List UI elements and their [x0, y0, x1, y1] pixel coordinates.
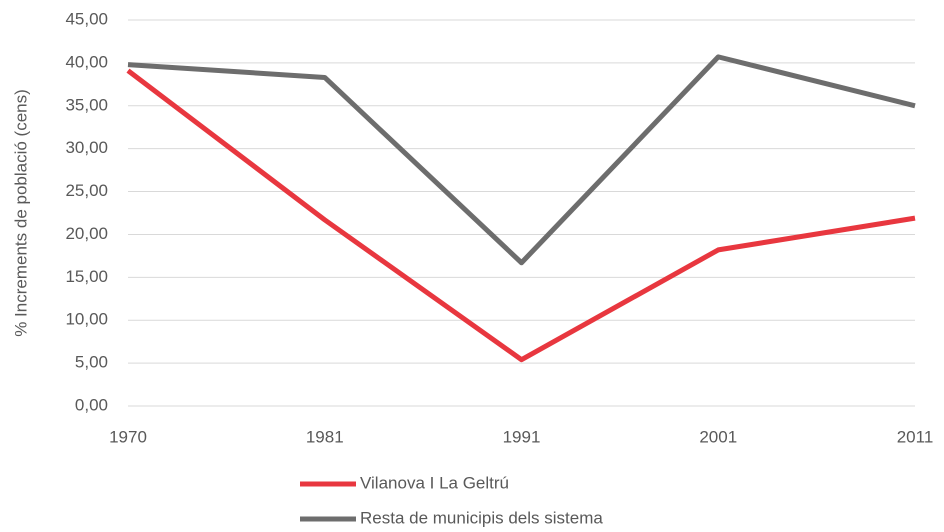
y-tick-label: 0,00: [75, 395, 108, 414]
legend-label: Resta de municipis dels sistema: [360, 508, 603, 527]
y-tick-label: 45,00: [65, 9, 108, 28]
series-line: [126, 68, 916, 363]
x-tick-label: 2011: [897, 427, 934, 446]
y-tick-label: 15,00: [65, 267, 108, 286]
y-tick-label: 5,00: [75, 353, 108, 372]
x-tick-label: 1970: [109, 427, 147, 446]
x-tick-label: 1991: [503, 427, 541, 446]
y-tick-label: 25,00: [65, 181, 108, 200]
y-axis-label: % Increments de població (cens): [11, 89, 30, 337]
x-tick-label: 1981: [306, 427, 344, 446]
legend-label: Vilanova I La Geltrú: [360, 473, 509, 492]
y-tick-label: 40,00: [65, 52, 108, 71]
y-tick-label: 30,00: [65, 138, 108, 157]
x-tick-label: 2001: [699, 427, 737, 446]
series-line: [127, 54, 916, 266]
y-tick-label: 35,00: [65, 95, 108, 114]
y-tick-label: 20,00: [65, 224, 108, 243]
y-tick-label: 10,00: [65, 310, 108, 329]
